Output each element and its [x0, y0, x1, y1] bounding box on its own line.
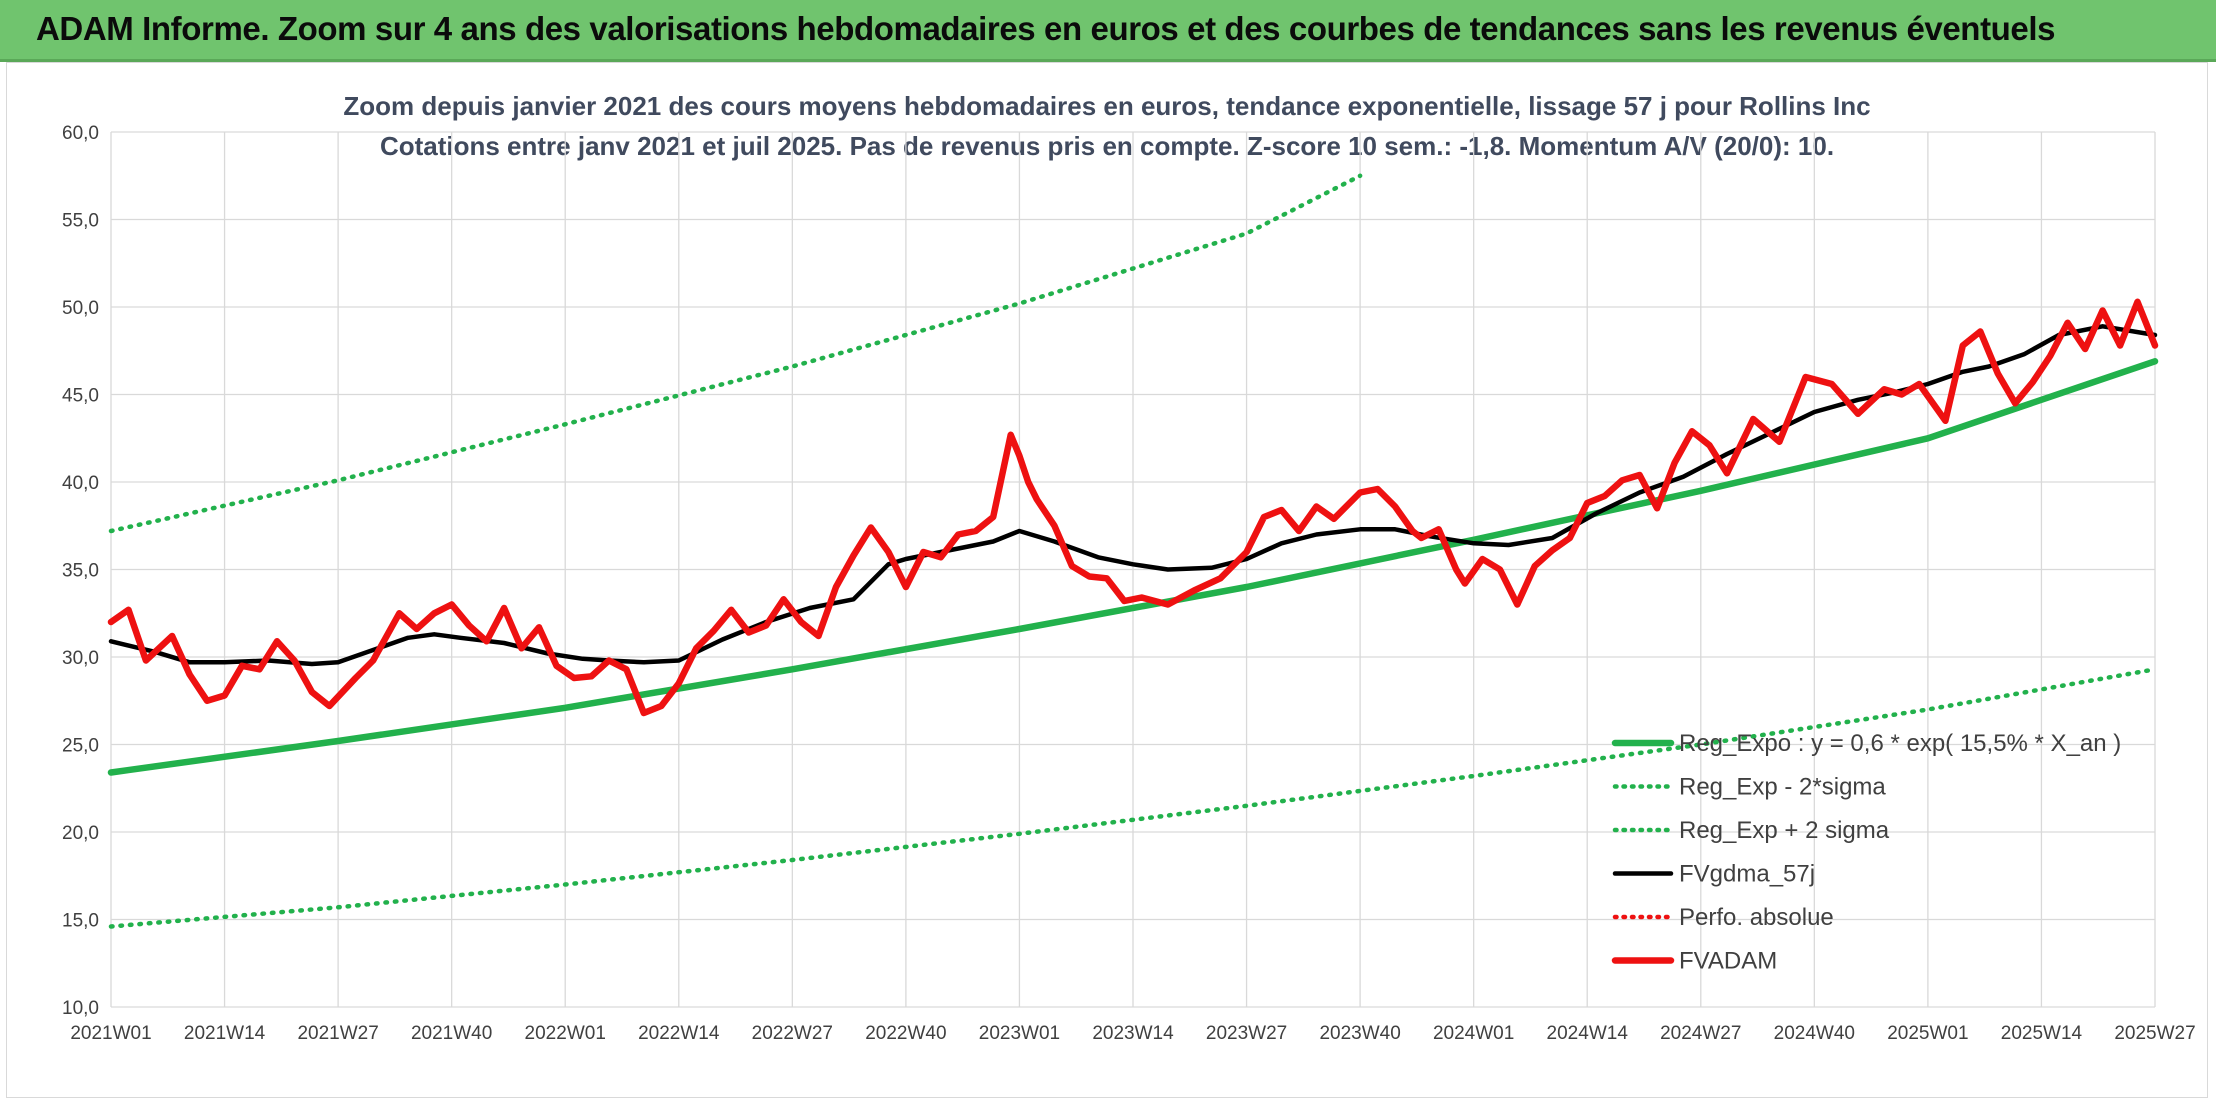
- x-tick-label: 2022W40: [865, 1023, 946, 1044]
- x-tick-label: 2024W40: [1774, 1023, 1855, 1044]
- x-tick-label: 2021W27: [297, 1023, 378, 1044]
- x-tick-label: 2025W01: [1887, 1023, 1968, 1044]
- y-tick-label: 30,0: [62, 648, 99, 669]
- x-tick-label: 2022W27: [752, 1023, 833, 1044]
- y-tick-label: 50,0: [62, 298, 99, 319]
- chart-title: Zoom depuis janvier 2021 des cours moyen…: [343, 91, 1870, 121]
- x-tick-label: 2025W14: [2001, 1023, 2083, 1044]
- legend-label: Reg_Exp - 2*sigma: [1679, 774, 1886, 801]
- y-axis-ticks: 10,0 15,0 20,0 25,0 30,0 35,0 40,0 45,0 50,0 55,0…: [62, 123, 99, 1019]
- chart-subtitle: Cotations entre janv 2021 et juil 2025. …: [380, 131, 1834, 161]
- legend: Reg_Expo : y = 0,6 * exp( 15,5% * X_an )…: [1611, 730, 2121, 975]
- report-title: ADAM Informe. Zoom sur 4 ans des valoris…: [36, 10, 2056, 47]
- series-line: [108, 667, 2158, 929]
- x-tick-label: 2024W01: [1433, 1023, 1514, 1044]
- x-tick-label: 2023W27: [1206, 1023, 1287, 1044]
- legend-label: FVgdma_57j: [1679, 861, 1815, 888]
- legend-label: Perfo. absolue: [1679, 904, 1834, 931]
- legend-label: Reg_Expo : y = 0,6 * exp( 15,5% * X_an ): [1679, 730, 2121, 757]
- report-banner: ADAM Informe. Zoom sur 4 ans des valoris…: [0, 0, 2216, 62]
- x-tick-label: 2023W01: [979, 1023, 1060, 1044]
- y-tick-label: 40,0: [62, 473, 99, 494]
- line-chart: Zoom depuis janvier 2021 des cours moyen…: [62, 91, 2196, 1044]
- x-tick-label: 2023W40: [1319, 1023, 1400, 1044]
- chart-area: Zoom depuis janvier 2021 des cours moyen…: [6, 62, 2208, 1098]
- x-tick-label: 2022W01: [525, 1023, 606, 1044]
- y-tick-label: 15,0: [62, 911, 99, 932]
- series-line: [108, 324, 2158, 667]
- y-tick-label: 60,0: [62, 123, 99, 144]
- series-line: [108, 173, 1363, 534]
- x-tick-label: 2021W40: [411, 1023, 492, 1044]
- x-tick-label: 2021W01: [70, 1023, 151, 1044]
- x-axis-ticks: 2021W01 2021W14 2021W27 2021W40 2022W01 2022W…: [70, 1023, 2195, 1044]
- x-tick-label: 2024W14: [1547, 1023, 1629, 1044]
- y-tick-label: 35,0: [62, 561, 99, 582]
- y-tick-label: 45,0: [62, 386, 99, 407]
- x-tick-label: 2022W14: [638, 1023, 720, 1044]
- grid-lines: [110, 131, 2156, 1008]
- y-tick-label: 20,0: [62, 823, 99, 844]
- x-tick-label: 2025W27: [2114, 1023, 2195, 1044]
- series-line: [107, 358, 2159, 776]
- series-line: [107, 298, 2159, 717]
- x-tick-label: 2021W14: [184, 1023, 266, 1044]
- x-tick-label: 2024W27: [1660, 1023, 1741, 1044]
- y-tick-label: 55,0: [62, 211, 99, 232]
- legend-label: FVADAM: [1679, 948, 1777, 975]
- y-tick-label: 10,0: [62, 998, 99, 1019]
- y-tick-label: 25,0: [62, 736, 99, 757]
- series-lines: [107, 173, 2159, 929]
- x-tick-label: 2023W14: [1092, 1023, 1174, 1044]
- legend-label: Reg_Exp + 2 sigma: [1679, 817, 1890, 844]
